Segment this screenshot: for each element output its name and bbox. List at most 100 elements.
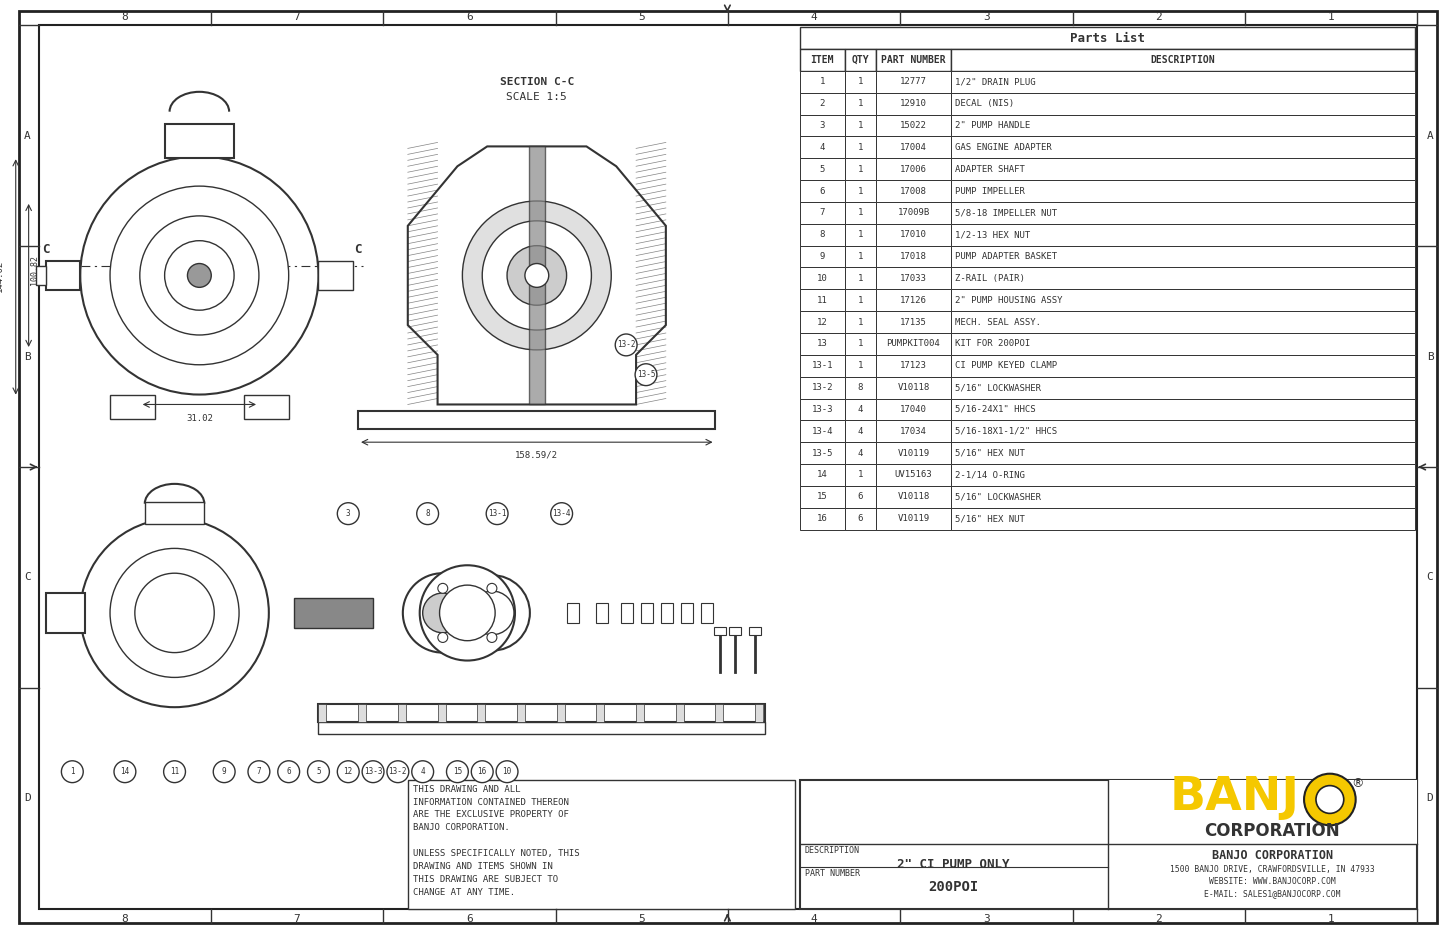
- Text: PART NUMBER: PART NUMBER: [881, 55, 946, 65]
- Text: MECH. SEAL ASSY.: MECH. SEAL ASSY.: [955, 318, 1040, 327]
- Text: 1: 1: [819, 78, 825, 86]
- Text: BANJO CORPORATION: BANJO CORPORATION: [1212, 849, 1332, 862]
- Circle shape: [416, 502, 439, 525]
- Text: SECTION C-C: SECTION C-C: [500, 77, 574, 87]
- Bar: [951, 92, 1415, 115]
- Text: 5/16" HEX NUT: 5/16" HEX NUT: [955, 514, 1025, 523]
- Text: 13-2: 13-2: [389, 767, 407, 776]
- Text: 17135: 17135: [900, 318, 926, 327]
- Text: 5/16-24X1" HHCS: 5/16-24X1" HHCS: [955, 405, 1035, 414]
- Bar: [45, 261, 81, 290]
- Bar: [876, 311, 951, 333]
- Text: V10118: V10118: [897, 492, 929, 502]
- Text: 1: 1: [858, 274, 863, 283]
- Circle shape: [165, 241, 234, 310]
- Bar: [730, 627, 741, 635]
- Circle shape: [337, 761, 360, 783]
- Text: 2" CI PUMP ONLY: 2" CI PUMP ONLY: [897, 857, 1010, 870]
- Bar: [397, 704, 406, 722]
- Text: ITEM: ITEM: [811, 55, 834, 65]
- Bar: [801, 333, 844, 355]
- Bar: [951, 246, 1415, 267]
- Circle shape: [363, 761, 384, 783]
- Text: 5: 5: [316, 767, 321, 776]
- Text: UNLESS SPECIFICALLY NOTED, THIS: UNLESS SPECIFICALLY NOTED, THIS: [413, 849, 579, 858]
- Circle shape: [419, 565, 514, 660]
- Bar: [876, 442, 951, 464]
- Text: C: C: [354, 243, 361, 256]
- Bar: [529, 147, 545, 404]
- Text: DESCRIPTION: DESCRIPTION: [805, 846, 860, 856]
- Circle shape: [61, 761, 84, 783]
- Text: 3: 3: [819, 121, 825, 130]
- Text: 8: 8: [121, 913, 129, 924]
- Text: V10118: V10118: [897, 383, 929, 392]
- Text: 5: 5: [819, 164, 825, 174]
- Text: 5/16" LOCKWASHER: 5/16" LOCKWASHER: [955, 492, 1040, 502]
- Text: 5/16-18X1-1/2" HHCS: 5/16-18X1-1/2" HHCS: [955, 427, 1056, 436]
- Text: 10: 10: [816, 274, 828, 283]
- Circle shape: [487, 584, 497, 593]
- Bar: [318, 704, 764, 722]
- Bar: [844, 508, 876, 530]
- Bar: [358, 411, 715, 430]
- Bar: [642, 603, 653, 623]
- Text: ®: ®: [1351, 777, 1364, 790]
- Bar: [844, 486, 876, 508]
- Bar: [801, 27, 1415, 50]
- Text: 7: 7: [293, 12, 301, 22]
- Text: 6: 6: [467, 913, 473, 924]
- Text: D: D: [25, 793, 30, 803]
- Bar: [844, 159, 876, 180]
- Text: 2" PUMP HANDLE: 2" PUMP HANDLE: [955, 121, 1030, 130]
- Bar: [244, 394, 289, 419]
- Bar: [844, 115, 876, 136]
- Text: UV15163: UV15163: [894, 471, 932, 479]
- Text: V10119: V10119: [897, 514, 929, 523]
- Text: 17123: 17123: [900, 361, 926, 370]
- Text: 2: 2: [819, 99, 825, 108]
- Text: 6: 6: [858, 514, 863, 523]
- Bar: [876, 92, 951, 115]
- Text: 2-1/14 O-RING: 2-1/14 O-RING: [955, 471, 1025, 479]
- Bar: [844, 202, 876, 224]
- Bar: [876, 180, 951, 202]
- Text: 31.02: 31.02: [186, 415, 212, 423]
- Text: KIT FOR 200POI: KIT FOR 200POI: [955, 339, 1030, 348]
- Text: 7: 7: [293, 913, 301, 924]
- Bar: [801, 486, 844, 508]
- Circle shape: [140, 216, 259, 335]
- Bar: [438, 704, 445, 722]
- Text: 16: 16: [478, 767, 487, 776]
- Text: BANJ: BANJ: [1169, 775, 1299, 820]
- Bar: [597, 704, 604, 722]
- Text: 1: 1: [858, 471, 863, 479]
- Bar: [876, 136, 951, 159]
- Text: 13-4: 13-4: [812, 427, 832, 436]
- Bar: [951, 50, 1415, 71]
- Bar: [801, 180, 844, 202]
- Bar: [844, 71, 876, 92]
- Bar: [801, 442, 844, 464]
- Text: 5: 5: [639, 913, 644, 924]
- Text: 8: 8: [858, 383, 863, 392]
- Bar: [801, 159, 844, 180]
- Bar: [876, 355, 951, 376]
- Text: 17040: 17040: [900, 405, 926, 414]
- Bar: [801, 92, 844, 115]
- Text: 144.02: 144.02: [0, 260, 4, 291]
- Circle shape: [616, 334, 637, 356]
- Text: 8: 8: [819, 231, 825, 239]
- Bar: [951, 180, 1415, 202]
- Bar: [358, 704, 366, 722]
- Text: 1: 1: [858, 208, 863, 218]
- Text: A: A: [25, 131, 30, 141]
- Circle shape: [525, 263, 549, 288]
- Text: 13-3: 13-3: [812, 405, 832, 414]
- Bar: [844, 376, 876, 399]
- Bar: [951, 464, 1415, 486]
- Text: 3: 3: [983, 12, 990, 22]
- Text: 1: 1: [858, 78, 863, 86]
- Circle shape: [188, 263, 211, 288]
- Text: INFORMATION CONTAINED THEREON: INFORMATION CONTAINED THEREON: [413, 798, 569, 807]
